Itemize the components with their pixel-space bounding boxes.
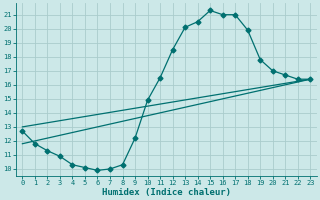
X-axis label: Humidex (Indice chaleur): Humidex (Indice chaleur) (102, 188, 231, 197)
